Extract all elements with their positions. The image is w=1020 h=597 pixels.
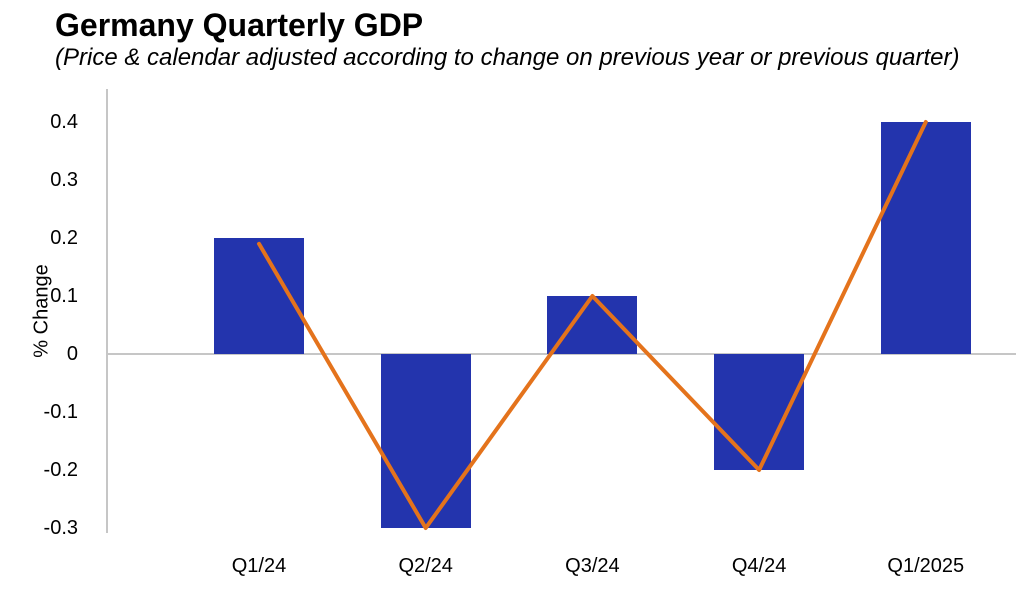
x-tick-label: Q3/24 — [565, 555, 620, 577]
y-tick-label: 0.3 — [50, 169, 78, 191]
line-series — [257, 120, 928, 530]
y-tick-label: -0.2 — [43, 459, 78, 481]
chart-title: Germany Quarterly GDP — [55, 7, 424, 43]
y-tick-label: 0.1 — [50, 285, 78, 307]
y-tick-label: 0.2 — [50, 227, 78, 249]
y-axis-line — [106, 89, 108, 533]
y-tick-label: -0.3 — [43, 517, 78, 539]
y-tick-label: 0.4 — [50, 111, 78, 133]
x-tick-label: Q1/24 — [231, 555, 287, 577]
y-tick-label: -0.1 — [43, 401, 78, 423]
bar-q2-24 — [380, 354, 471, 528]
x-tick-label: Q4/24 — [731, 555, 787, 577]
chart-subtitle: (Price & calendar adjusted according to … — [55, 44, 960, 71]
x-tick-label: Q2/24 — [398, 555, 453, 577]
gdp-line-path — [257, 120, 928, 530]
y-tick-label: 0 — [66, 343, 78, 365]
bar-q1-2025 — [880, 122, 971, 354]
x-tick-label: Q1/2025 — [887, 555, 965, 577]
zero-gridline — [107, 353, 1016, 355]
